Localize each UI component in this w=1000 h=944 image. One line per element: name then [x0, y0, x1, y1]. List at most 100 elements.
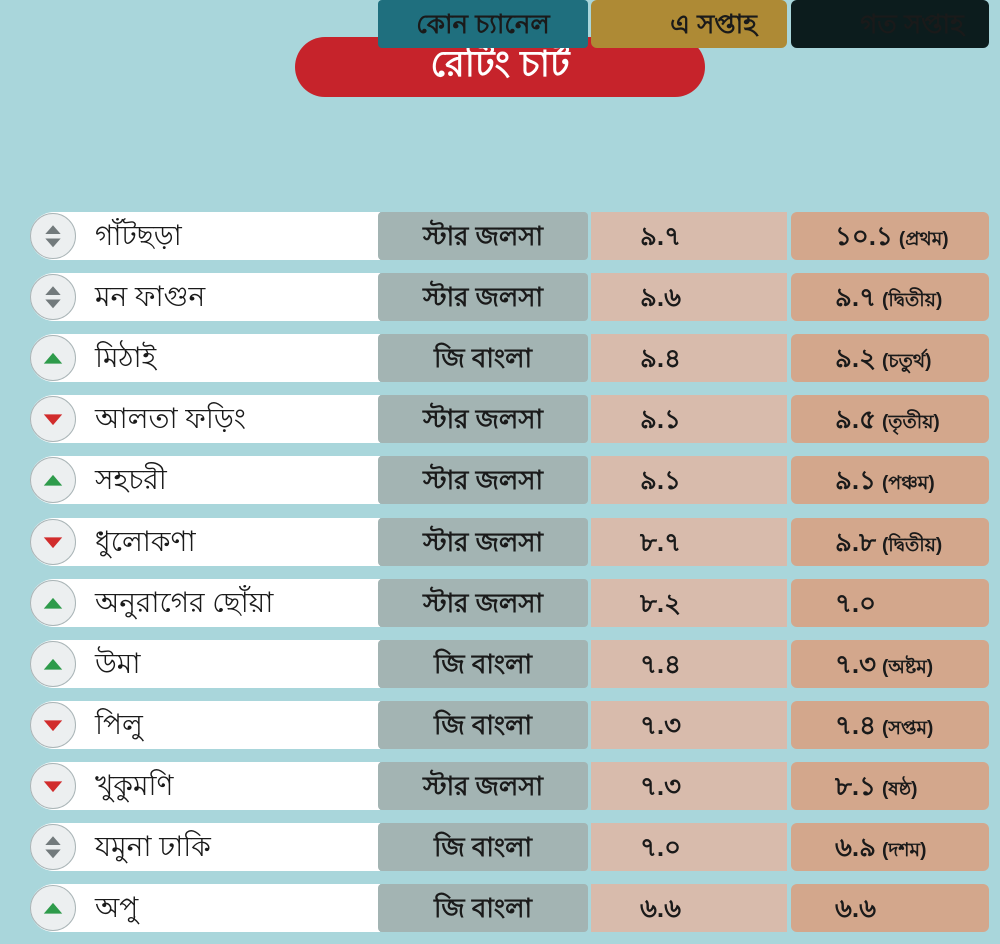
this-week-rating: ৮.২ [640, 587, 681, 618]
down-triangle-icon [30, 762, 76, 809]
up-down-triangle-icon [30, 213, 76, 259]
last-week-rating: ৬.৯ [835, 832, 876, 862]
this-week-rating: ৭.৪ [640, 648, 681, 679]
last-week-rank: (প্রথম) [898, 229, 949, 250]
this-week-rating: ৮.৭ [640, 526, 681, 557]
down-triangle-icon [30, 701, 76, 748]
this-week-cell: ৯.৬ [591, 273, 787, 322]
last-week-rank: (পঞ্চম) [881, 473, 935, 495]
column-header-this-week: এ সপ্তাহ [591, 0, 787, 48]
show-name-cell: ধুলোকণা [30, 517, 380, 566]
channel-cell: স্টার জলসা [378, 517, 588, 566]
last-week-rank: (দ্বিতীয়) [882, 290, 943, 312]
show-name-cell: মিঠাই [30, 334, 380, 383]
show-name: সহচরী [95, 464, 167, 496]
down-triangle-icon [30, 396, 76, 443]
last-week-rank: (চতুর্থ) [882, 351, 932, 373]
channel-cell: জি বাংলা [378, 639, 588, 688]
last-week-rank: (ষষ্ঠ) [881, 778, 918, 800]
table-row: গাঁটছড়া স্টার জলসা ৯.৭ ১০.১ (প্রথম) [0, 212, 1000, 260]
show-name-cell: যমুনা ঢাকি [30, 823, 380, 871]
show-name: উমা [95, 647, 141, 679]
table-row: খুকুমণি স্টার জলসা ৭.৩ ৮.১ (ষষ্ঠ) [0, 761, 1000, 810]
this-week-cell: ৯.১ [591, 456, 787, 505]
last-week-rating: ১০.১ [835, 221, 893, 251]
channel-cell: স্টার জলসা [378, 273, 588, 322]
last-week-cell: ৯.৮ (দ্বিতীয়) [791, 517, 989, 566]
channel-cell: স্টার জলসা [378, 212, 588, 260]
column-header-channel: কোন চ্যানেল [378, 0, 588, 48]
last-week-rating: ৭.০ [835, 587, 877, 618]
this-week-rating: ৯.১ [640, 404, 681, 435]
last-week-cell: ৭.৩ (অষ্টম) [791, 639, 989, 688]
show-name: অপু [95, 892, 139, 924]
show-name-cell: গাঁটছড়া [30, 212, 380, 260]
channel-cell: জি বাংলা [378, 334, 588, 383]
table-row: ধুলোকণা স্টার জলসা ৮.৭ ৯.৮ (দ্বিতীয়) [0, 517, 1000, 566]
last-week-rating: ৯.১ [835, 465, 876, 496]
last-week-rating: ৮.১ [835, 770, 876, 801]
down-triangle-icon [30, 518, 76, 565]
show-name: ধুলোকণা [95, 525, 196, 557]
last-week-cell: ৯.১ (পঞ্চম) [791, 456, 989, 505]
channel-cell: স্টার জলসা [378, 578, 588, 627]
this-week-cell: ৭.০ [591, 823, 787, 871]
last-week-rating: ৯.৫ [835, 404, 876, 435]
this-week-cell: ৬.৬ [591, 884, 787, 933]
channel-cell: স্টার জলসা [378, 761, 588, 810]
channel-cell: জি বাংলা [378, 884, 588, 933]
this-week-rating: ৭.৩ [640, 709, 682, 740]
up-triangle-icon [30, 579, 76, 626]
last-week-cell: ৭.০ [791, 578, 989, 627]
show-name-cell: আলতা ফড়িং [30, 395, 380, 444]
this-week-rating: ৬.৬ [640, 893, 682, 924]
show-name: পিলু [95, 708, 143, 740]
up-triangle-icon [30, 457, 76, 504]
show-name-cell: অনুরাগের ছোঁয়া [30, 578, 380, 627]
last-week-cell: ১০.১ (প্রথম) [791, 212, 989, 260]
last-week-cell: ৬.৯ (দশম) [791, 823, 989, 871]
last-week-rank: (সপ্তম) [882, 717, 934, 739]
show-name: যমুনা ঢাকি [95, 831, 211, 862]
show-name: আলতা ফড়িং [95, 403, 246, 435]
this-week-rating: ৭.০ [640, 832, 682, 862]
last-week-rank: (অষ্টম) [882, 656, 934, 678]
table-row: আলতা ফড়িং স্টার জলসা ৯.১ ৯.৫ (তৃতীয়) [0, 395, 1000, 444]
show-name-cell: উমা [30, 639, 380, 688]
up-down-triangle-icon [30, 274, 76, 321]
this-week-rating: ৯.৭ [640, 221, 681, 251]
table-row: মন ফাগুন স্টার জলসা ৯.৬ ৯.৭ (দ্বিতীয়) [0, 273, 1000, 322]
last-week-rating: ৯.৮ [835, 526, 876, 557]
last-week-rank: (দশম) [882, 840, 927, 861]
show-name: মন ফাগুন [95, 281, 206, 313]
this-week-rating: ৯.৪ [640, 343, 681, 374]
channel-cell: জি বাংলা [378, 700, 588, 749]
last-week-cell: ৯.২ (চতুর্থ) [791, 334, 989, 383]
this-week-cell: ৮.২ [591, 578, 787, 627]
this-week-cell: ৯.৪ [591, 334, 787, 383]
show-name-cell: মন ফাগুন [30, 273, 380, 322]
table-row: সহচরী স্টার জলসা ৯.১ ৯.১ (পঞ্চম) [0, 456, 1000, 505]
column-header-last-week: গত সপ্তাহ [791, 0, 989, 48]
show-name: মিঠাই [95, 342, 157, 374]
channel-cell: স্টার জলসা [378, 395, 588, 444]
last-week-cell: ৮.১ (ষষ্ঠ) [791, 761, 989, 810]
this-week-cell: ৭.৩ [591, 700, 787, 749]
last-week-cell: ৯.৫ (তৃতীয়) [791, 395, 989, 444]
this-week-rating: ৯.৬ [640, 282, 681, 313]
last-week-rank: (দ্বিতীয়) [881, 534, 943, 556]
table-row: যমুনা ঢাকি জি বাংলা ৭.০ ৬.৯ (দশম) [0, 823, 1000, 871]
channel-cell: স্টার জলসা [378, 456, 588, 505]
table-row: পিলু জি বাংলা ৭.৩ ৭.৪ (সপ্তম) [0, 700, 1000, 749]
this-week-cell: ৮.৭ [591, 517, 787, 566]
show-name-cell: পিলু [30, 700, 380, 749]
show-name-cell: খুকুমণি [30, 761, 380, 810]
this-week-rating: ৭.৩ [640, 770, 682, 801]
this-week-rating: ৯.১ [640, 465, 681, 496]
show-name-cell: সহচরী [30, 456, 380, 505]
this-week-cell: ৯.১ [591, 395, 787, 444]
last-week-rank: (তৃতীয়) [881, 412, 940, 434]
show-name: অনুরাগের ছোঁয়া [95, 586, 274, 618]
this-week-cell: ৯.৭ [591, 212, 787, 260]
table-row: উমা জি বাংলা ৭.৪ ৭.৩ (অষ্টম) [0, 639, 1000, 688]
